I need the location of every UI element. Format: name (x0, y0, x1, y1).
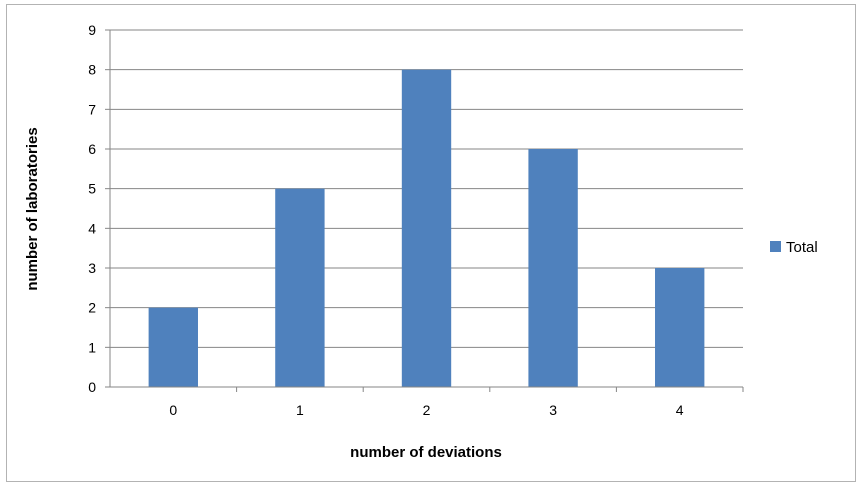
y-tick-label: 3 (88, 260, 96, 276)
x-tick-label: 1 (296, 402, 304, 418)
bar-2 (401, 69, 452, 388)
x-tick-label: 2 (423, 402, 431, 418)
bar-4 (655, 268, 705, 387)
bars (148, 69, 705, 388)
y-tick-labels: 0 1 2 3 4 5 6 7 8 9 (88, 22, 110, 395)
y-tick-label: 8 (88, 62, 96, 78)
bar-0 (148, 307, 198, 387)
y-tick-label: 4 (88, 220, 96, 236)
y-tick-label: 1 (88, 339, 96, 355)
y-tick-label: 6 (88, 141, 96, 157)
legend: Total (770, 239, 818, 256)
y-tick-label: 7 (88, 101, 96, 117)
axes (105, 30, 743, 388)
bar-3 (528, 149, 578, 387)
x-axis-title: number of deviations (350, 444, 502, 461)
x-tick-label: 4 (676, 402, 684, 418)
y-axis-title: number of laboratories (24, 127, 41, 290)
x-tick-labels: 0 1 2 3 4 (169, 387, 744, 418)
x-tick-label: 3 (549, 402, 557, 418)
y-tick-label: 0 (88, 379, 96, 395)
legend-label: Total (786, 239, 818, 256)
legend-swatch (770, 241, 781, 252)
bar-1 (275, 188, 325, 387)
y-tick-label: 5 (88, 181, 96, 197)
y-tick-label: 2 (88, 300, 96, 316)
y-tick-label: 9 (88, 22, 96, 38)
x-tick-label: 0 (169, 402, 177, 418)
